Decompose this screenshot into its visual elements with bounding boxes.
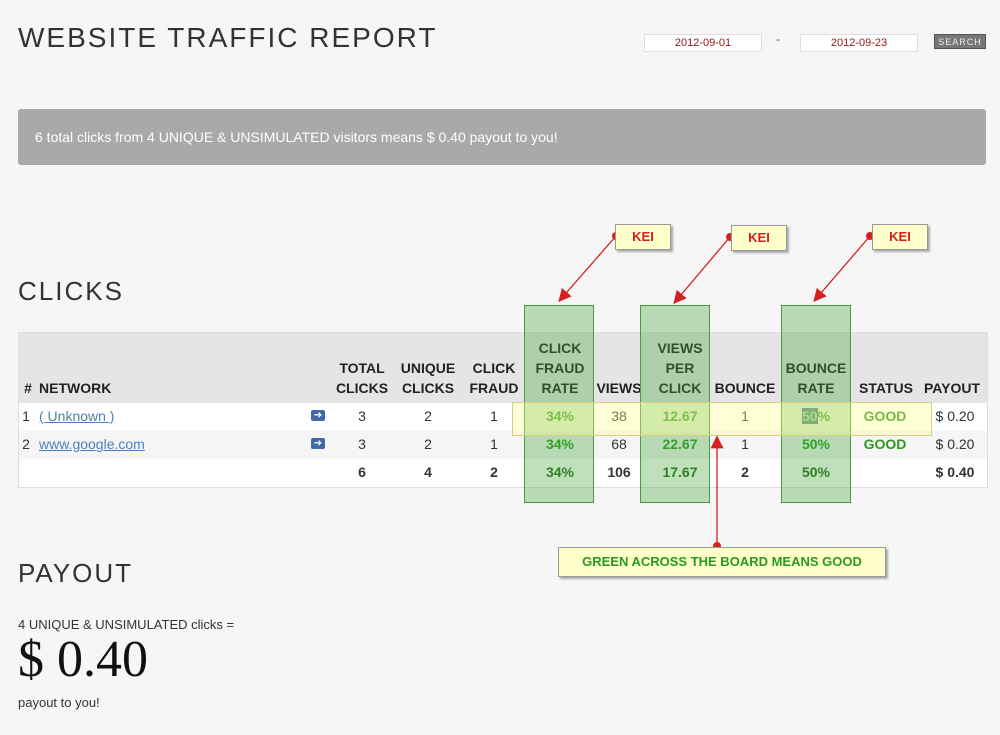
bounce-rate-cell: 50%	[801, 436, 831, 452]
unique-clicks-cell: 2	[424, 436, 432, 452]
col-bounce-rate-header: BOUNCE RATE	[785, 360, 847, 396]
date-from-field[interactable]	[644, 34, 762, 52]
col-click-fraud-rate-header: CLICK FRAUD RATE	[535, 340, 585, 396]
views-cell: 38	[611, 408, 627, 424]
payout-cell: $ 0.20	[935, 408, 975, 424]
kei-arrow-3	[813, 235, 871, 302]
kei-arrow-1	[558, 235, 617, 302]
total-clicks-cell: 3	[358, 408, 366, 424]
col-click-fraud-header: CLICK FRAUD	[469, 360, 519, 396]
network-link[interactable]: ( Unknown )	[39, 408, 115, 424]
page-title: WEBSITE TRAFFIC REPORT	[18, 22, 438, 53]
payout-heading: PAYOUT	[18, 558, 134, 588]
click-fraud-cell: 1	[490, 408, 498, 424]
total-clicks-total: 6	[358, 464, 366, 480]
row-index: 1	[22, 408, 30, 424]
summary-banner-text: 6 total clicks from 4 UNIQUE & UNSIMULAT…	[35, 129, 558, 145]
col-bounce-header: BOUNCE	[714, 380, 776, 396]
col-network-header: NETWORK	[39, 380, 112, 396]
views-per-click-cell: 12.67	[662, 408, 698, 424]
good-callout: GREEN ACROSS THE BOARD MEANS GOOD	[558, 547, 886, 577]
payout-subtext: payout to you!	[18, 695, 100, 710]
col-payout-header: PAYOUT	[923, 380, 980, 396]
col-idx-header: #	[24, 380, 32, 396]
row-index: 2	[22, 436, 30, 452]
bounce-rate-total: 50%	[801, 464, 831, 480]
col-status-header: STATUS	[859, 380, 913, 396]
clicks-table: # NETWORK TOTAL CLICKS UNIQUE CLICKS CLICK…	[18, 332, 988, 488]
status-badge: GOOD	[863, 436, 907, 452]
views-per-click-highlight	[640, 305, 710, 503]
click-fraud-cell: 1	[490, 436, 498, 452]
views-cell: 68	[611, 436, 627, 452]
unique-clicks-total: 4	[424, 464, 432, 480]
payout-cell: $ 0.20	[935, 436, 975, 452]
col-views-header: VIEWS	[596, 380, 642, 396]
table-row: 2 www.google.com ➔ 3 2 1 34% 68 22.67 1 …	[19, 431, 987, 459]
status-badge: GOOD	[863, 408, 907, 424]
total-clicks-cell: 3	[358, 436, 366, 452]
col-views-per-click-header: VIEWS PER CLICK	[657, 340, 703, 396]
date-separator: -	[776, 32, 780, 46]
network-link[interactable]: www.google.com	[39, 436, 145, 452]
table-row: 1 ( Unknown ) ➔ 3 2 1 34% 38 12.67 1 50%…	[19, 403, 987, 431]
table-totals-row: 6 4 2 34% 106 17.67 2 50% $ 0.40	[19, 459, 987, 487]
summary-banner: 6 total clicks from 4 UNIQUE & UNSIMULAT…	[18, 109, 986, 165]
bounce-cell: 1	[741, 436, 749, 452]
click-fraud-rate-cell: 34%	[545, 408, 575, 424]
unique-clicks-cell: 2	[424, 408, 432, 424]
search-button[interactable]: SEARCH	[934, 34, 986, 49]
kei-label: KEI	[731, 225, 787, 251]
click-fraud-rate-cell: 34%	[545, 436, 575, 452]
views-per-click-cell: 22.67	[662, 436, 698, 452]
bounce-cell: 1	[741, 408, 749, 424]
table-header: # NETWORK TOTAL CLICKS UNIQUE CLICKS CLICK…	[19, 333, 987, 403]
kei-label: KEI	[615, 224, 671, 250]
fraud-rate-highlight	[524, 305, 594, 503]
kei-arrow-2	[673, 236, 731, 304]
click-fraud-total: 2	[490, 464, 498, 480]
col-total-clicks-header: TOTAL CLICKS	[335, 360, 389, 396]
arrow-right-icon[interactable]: ➔	[311, 438, 325, 449]
bounce-rate-cell: 50%	[801, 408, 831, 424]
bounce-total: 2	[741, 464, 749, 480]
col-unique-clicks-header: UNIQUE CLICKS	[400, 360, 456, 396]
kei-label: KEI	[872, 224, 928, 250]
date-to-field[interactable]	[800, 34, 918, 52]
click-fraud-rate-total: 34%	[545, 464, 575, 480]
arrow-right-icon[interactable]: ➔	[311, 410, 325, 421]
clicks-heading: CLICKS	[18, 276, 124, 306]
views-per-click-total: 17.67	[662, 464, 698, 480]
payout-total: $ 0.40	[935, 464, 975, 480]
payout-amount: $ 0.40	[18, 631, 148, 688]
bounce-rate-highlight	[781, 305, 851, 503]
payout-description: 4 UNIQUE & UNSIMULATED clicks =	[18, 617, 235, 632]
views-total: 106	[607, 464, 631, 480]
